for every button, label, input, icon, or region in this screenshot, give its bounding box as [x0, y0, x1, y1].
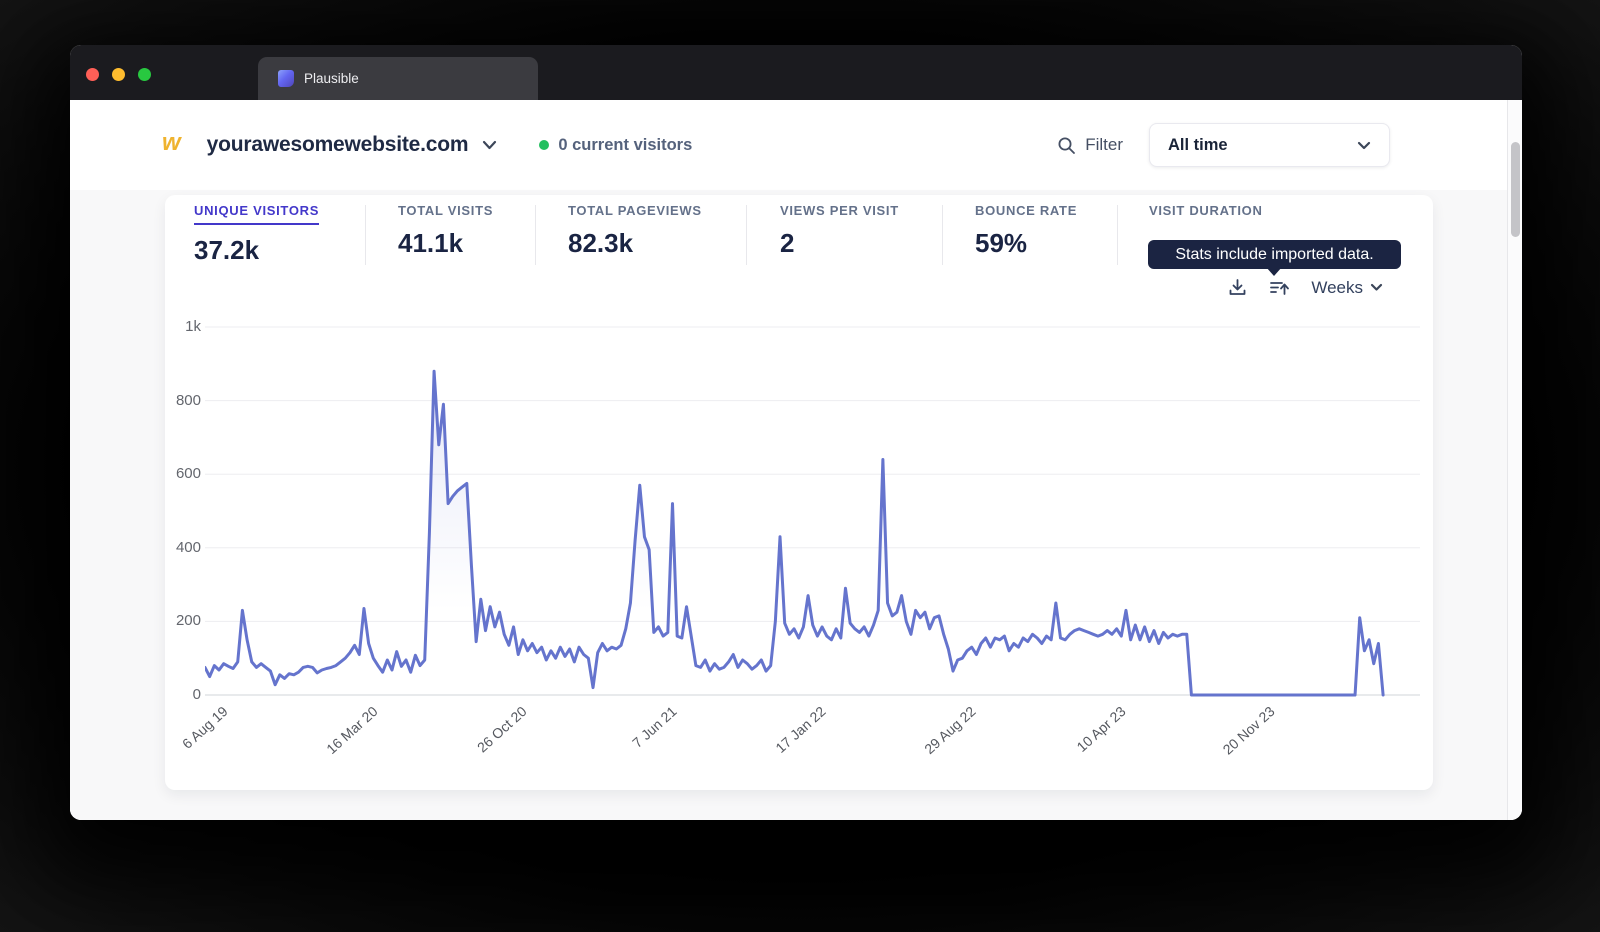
download-export-button[interactable] [1227, 277, 1248, 298]
tab-title: Plausible [304, 71, 359, 86]
stat-label: BOUNCE RATE [975, 203, 1078, 218]
stat-divider [746, 205, 747, 265]
zoom-window-button[interactable] [138, 68, 151, 81]
chart-canvas [203, 326, 1420, 697]
imported-data-tooltip: Stats include imported data. [1148, 240, 1401, 276]
y-axis-label: 400 [175, 538, 201, 556]
chevron-down-icon [1357, 141, 1371, 149]
y-axis-label: 1k [185, 318, 201, 335]
stat-label: VISIT DURATION [1149, 203, 1263, 218]
interval-value: Weeks [1311, 277, 1363, 297]
series-line [203, 369, 1385, 697]
date-range-dropdown[interactable]: All time [1149, 123, 1390, 167]
chart-controls: Weeks [1227, 277, 1383, 298]
dashboard-header: w yourawesomewebsite.com 0 current visit… [70, 100, 1508, 190]
interval-dropdown[interactable]: Weeks [1311, 278, 1383, 298]
current-visitors-label: 0 current visitors [558, 135, 693, 154]
stat-unique-visitors[interactable]: UNIQUE VISITORS 37.2k [194, 203, 320, 266]
chevron-down-icon [483, 140, 497, 150]
stat-value: 82.3k [568, 228, 634, 258]
stat-value: 37.2k [194, 235, 260, 265]
filter-button[interactable]: Filter [1057, 135, 1123, 155]
stat-bounce-rate[interactable]: BOUNCE RATE 59% [975, 203, 1077, 259]
stat-visit-duration[interactable]: VISIT DURATION [1149, 203, 1263, 228]
close-window-button[interactable] [86, 68, 99, 81]
minimize-window-button[interactable] [112, 68, 125, 81]
imported-data-toggle-button[interactable] [1268, 277, 1291, 298]
stat-divider [1117, 205, 1118, 265]
stat-value: 59% [975, 228, 1028, 258]
current-visitors-indicator: 0 current visitors [539, 136, 692, 155]
import-icon [1270, 282, 1290, 295]
x-axis-label: 17 Jan 22 [772, 703, 830, 757]
stat-label: UNIQUE VISITORS [194, 203, 320, 225]
plausible-logo-icon [278, 70, 294, 87]
stat-divider [535, 205, 536, 265]
scrollbar-track[interactable] [1507, 100, 1522, 820]
stat-total-visits[interactable]: TOTAL VISITS 41.1k [398, 203, 493, 259]
x-axis-label: 7 Jun 21 [628, 703, 680, 751]
browser-chrome: Plausible [70, 45, 1522, 100]
stat-total-pageviews[interactable]: TOTAL PAGEVIEWS 82.3k [568, 203, 702, 259]
tooltip-caret [1266, 267, 1282, 276]
browser-window: Plausible w yourawesomewebsite.com 0 cur… [70, 45, 1522, 820]
stat-label: VIEWS PER VISIT [780, 203, 899, 218]
browser-tab[interactable]: Plausible [258, 57, 538, 100]
series-area [205, 371, 1384, 695]
search-icon [1058, 137, 1076, 154]
filter-label: Filter [1085, 135, 1123, 154]
y-axis-label: 800 [175, 391, 201, 409]
site-switcher[interactable]: w yourawesomewebsite.com [162, 129, 497, 157]
y-axis-label: 200 [175, 612, 201, 630]
stat-value: 41.1k [398, 228, 464, 258]
site-favicon: w [162, 129, 181, 156]
x-axis-label: 20 Nov 23 [1219, 703, 1278, 758]
tooltip-text: Stats include imported data. [1175, 245, 1374, 263]
live-dot-icon [539, 140, 550, 150]
site-domain: yourawesomewebsite.com [206, 133, 469, 156]
y-axis-label: 0 [192, 686, 201, 703]
stats-chart-card: UNIQUE VISITORS 37.2k TOTAL VISITS 41.1k… [165, 195, 1433, 790]
stat-views-per-visit[interactable]: VIEWS PER VISIT 2 [780, 203, 899, 259]
y-axis-label: 600 [175, 465, 201, 483]
visitors-line-chart [203, 325, 1420, 697]
x-axis-label: 16 Mar 20 [322, 703, 381, 758]
chevron-down-icon [1370, 283, 1383, 291]
x-axis-label: 10 Apr 23 [1073, 703, 1129, 755]
stat-divider [942, 205, 943, 265]
scrollbar-thumb[interactable] [1511, 142, 1520, 237]
stat-divider [365, 205, 366, 265]
x-axis-label: 26 Oct 20 [474, 703, 530, 756]
stat-label: TOTAL PAGEVIEWS [568, 203, 702, 218]
date-range-value: All time [1168, 135, 1228, 154]
stat-value: 2 [780, 228, 795, 258]
download-icon [1229, 279, 1246, 295]
x-axis-label: 29 Aug 22 [921, 703, 979, 758]
stat-label: TOTAL VISITS [398, 203, 494, 218]
